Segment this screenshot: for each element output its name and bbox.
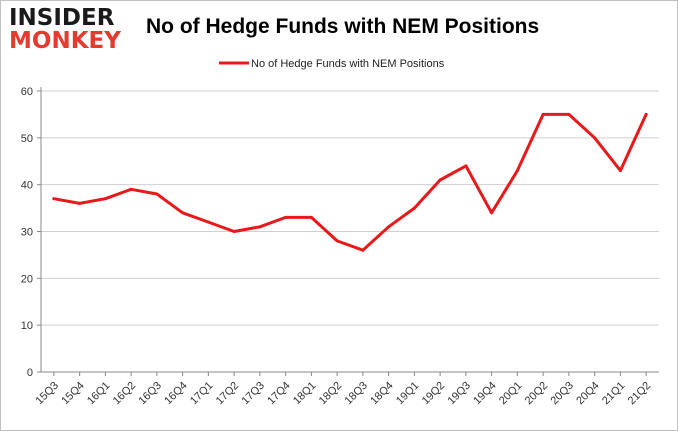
x-tick-label: 19Q4 xyxy=(471,380,499,408)
x-tick-label: 19Q3 xyxy=(445,380,473,408)
logo-line-top: INSIDER xyxy=(9,5,115,31)
x-tick-label: 18Q2 xyxy=(317,380,345,408)
x-tick-label: 16Q4 xyxy=(162,380,190,408)
data-point xyxy=(567,112,571,116)
data-point xyxy=(593,136,597,140)
data-point xyxy=(103,197,107,201)
data-point xyxy=(361,248,365,252)
y-tick-label: 50 xyxy=(21,133,33,145)
x-tick-label: 19Q1 xyxy=(394,380,422,408)
x-tick-label: 17Q2 xyxy=(214,380,242,408)
data-point xyxy=(258,225,262,229)
x-tick-label: 16Q1 xyxy=(85,380,113,408)
x-tick-label: 17Q1 xyxy=(188,380,216,408)
data-point xyxy=(206,220,210,224)
data-point xyxy=(464,164,468,168)
y-tick-label: 10 xyxy=(21,320,33,332)
x-tick-label: 20Q3 xyxy=(548,380,576,408)
data-point xyxy=(155,192,159,196)
x-tick-label: 17Q3 xyxy=(239,380,267,408)
series-line xyxy=(52,112,648,252)
x-tick-label: 21Q2 xyxy=(626,380,654,408)
data-point xyxy=(181,211,185,215)
x-tick-label: 16Q3 xyxy=(136,380,164,408)
y-tick-label: 30 xyxy=(21,227,33,239)
data-point xyxy=(412,206,416,210)
y-tick-label: 0 xyxy=(27,367,33,379)
x-tick-label: 17Q4 xyxy=(265,380,293,408)
x-tick-label: 15Q3 xyxy=(33,380,61,408)
x-tick-label: 18Q3 xyxy=(342,380,370,408)
x-tick-label: 18Q4 xyxy=(368,380,396,408)
data-point xyxy=(490,211,494,215)
data-point xyxy=(232,230,236,233)
data-point xyxy=(309,215,313,219)
x-tick-label: 21Q1 xyxy=(600,380,628,408)
legend-label: No of Hedge Funds with NEM Positions xyxy=(251,58,445,70)
y-tick-label: 20 xyxy=(21,273,33,285)
x-tick-label: 19Q2 xyxy=(420,380,448,408)
x-tick-label: 20Q4 xyxy=(574,380,602,408)
data-point xyxy=(541,112,545,116)
insider-monkey-logo: INSIDER MONKEY xyxy=(9,7,127,53)
logo-line-bottom: MONKEY xyxy=(9,28,121,54)
data-point xyxy=(78,201,82,205)
data-point xyxy=(644,112,648,116)
y-tick-label: 60 xyxy=(21,86,33,98)
x-tick-label: 18Q1 xyxy=(291,380,319,408)
x-tick-label: 20Q1 xyxy=(497,380,525,408)
data-point xyxy=(618,169,622,173)
y-tick-label: 40 xyxy=(21,180,33,192)
data-point xyxy=(284,215,288,219)
chart-title: No of Hedge Funds with NEM Positions xyxy=(146,15,540,38)
x-tick-label: 20Q2 xyxy=(523,380,551,408)
x-tick-label: 15Q4 xyxy=(59,380,87,408)
data-point xyxy=(335,239,339,243)
data-point xyxy=(52,197,56,201)
x-tick-label: 16Q2 xyxy=(111,380,139,408)
data-point xyxy=(438,178,442,182)
data-point xyxy=(515,169,519,173)
data-point xyxy=(387,225,391,229)
data-point xyxy=(129,187,133,191)
